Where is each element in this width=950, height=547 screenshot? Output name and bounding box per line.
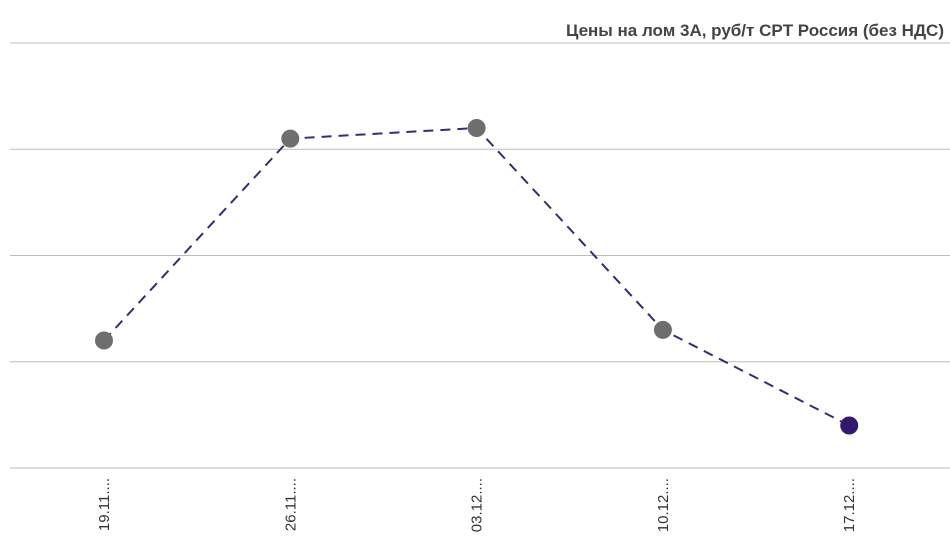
x-tick-label: 03.12.... [469, 478, 486, 532]
point [653, 320, 672, 339]
line [103, 126, 850, 427]
point [95, 331, 113, 350]
point [281, 129, 300, 148]
x-tick-label: 10.12.... [655, 478, 672, 532]
chart-title: Цены на лом 3А, руб/т CPT Россия (без НД… [566, 21, 944, 40]
point [467, 119, 486, 137]
x-tick-label: 17.12.... [841, 478, 858, 532]
point [840, 416, 859, 435]
x-tick-label: 19.11.... [96, 478, 113, 531]
x-tick-label: 26.11.... [282, 478, 299, 531]
